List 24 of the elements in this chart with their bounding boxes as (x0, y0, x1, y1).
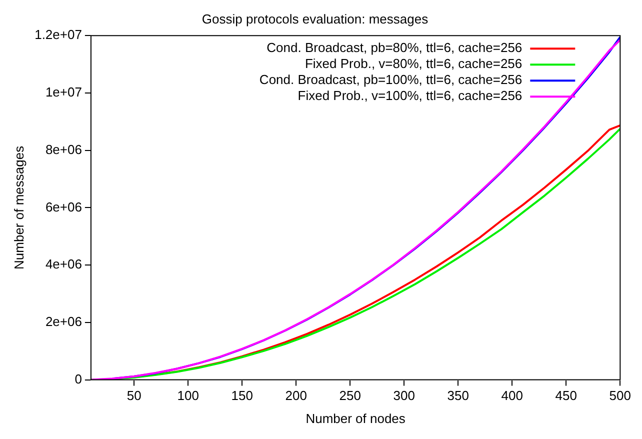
legend-label: Fixed Prob., v=100%, ttl=6, cache=256 (298, 88, 522, 104)
y-axis-title: Number of messages (11, 145, 26, 270)
x-tick-label: 200 (285, 388, 308, 404)
legend-label: Cond. Broadcast, pb=80%, ttl=6, cache=256 (266, 40, 522, 56)
x-tick-label: 350 (447, 388, 470, 404)
chart-title: Gossip protocols evaluation: messages (202, 11, 429, 26)
x-tick-label: 450 (555, 388, 578, 404)
y-tick-label: 1.2e+07 (34, 27, 82, 42)
x-tick-label: 250 (339, 388, 362, 404)
y-tick-label: 0 (74, 371, 82, 386)
y-tick-label: 4e+06 (45, 256, 82, 272)
x-tick-label: 150 (231, 388, 254, 404)
legend-label: Fixed Prob., v=80%, ttl=6, cache=256 (304, 56, 522, 72)
x-tick-label: 500 (609, 388, 632, 404)
legend-label: Cond. Broadcast, pb=100%, ttl=6, cache=256 (259, 72, 522, 88)
x-tick-label: 400 (501, 388, 524, 404)
x-tick-label: 100 (177, 388, 200, 404)
y-tick-label: 2e+06 (45, 314, 82, 330)
x-tick-label: 300 (393, 388, 416, 404)
y-tick-label: 1e+07 (45, 84, 82, 100)
x-axis-title: Number of nodes (306, 410, 406, 426)
y-tick-label: 6e+06 (45, 199, 82, 214)
y-tick-label: 8e+06 (45, 142, 82, 157)
x-tick-label: 50 (126, 388, 142, 404)
